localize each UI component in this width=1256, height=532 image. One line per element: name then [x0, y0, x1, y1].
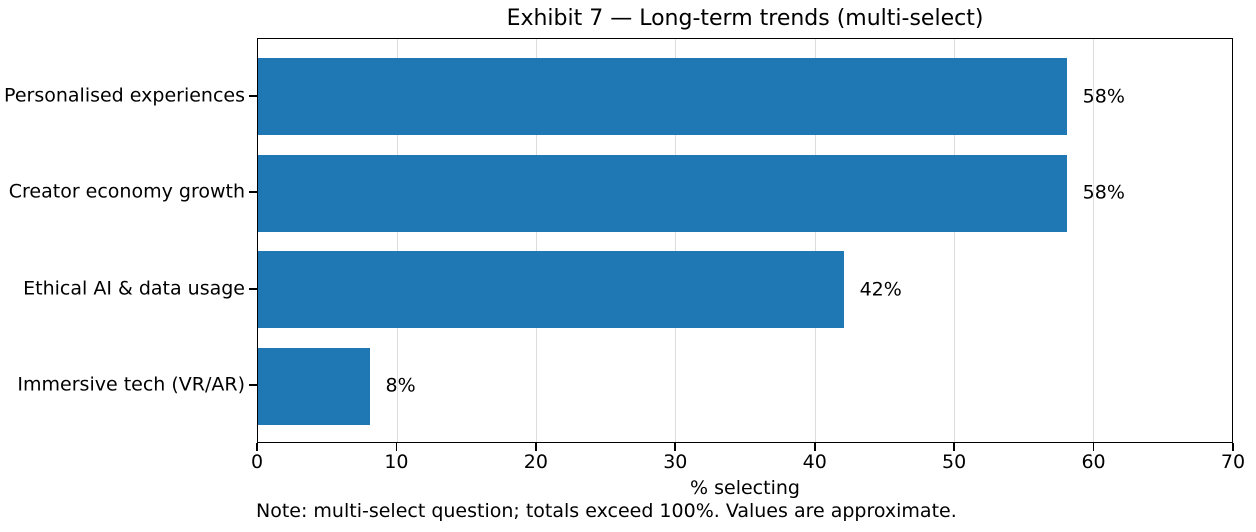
gridline — [953, 39, 955, 442]
x-tick-mark — [813, 443, 816, 451]
y-tick-label: Immersive tech (VR/AR) — [17, 373, 245, 396]
y-tick-label: Creator economy growth — [8, 180, 245, 203]
chart-title: Exhibit 7 — Long-term trends (multi-sele… — [506, 6, 984, 31]
x-tick-label: 0 — [250, 451, 264, 473]
bar-value-label: 58% — [1082, 181, 1125, 204]
bar — [258, 154, 1067, 232]
bar — [258, 251, 844, 329]
bar — [258, 347, 370, 425]
x-tick-label: 60 — [1081, 451, 1106, 473]
y-tick-mark — [249, 191, 257, 194]
x-tick-mark — [1232, 443, 1234, 451]
x-tick-mark — [674, 443, 677, 451]
gridline — [536, 39, 538, 442]
x-tick-mark — [1092, 443, 1095, 451]
x-tick-mark — [953, 443, 955, 451]
gridline — [814, 39, 816, 442]
x-tick-mark — [256, 443, 258, 451]
y-tick-label: Ethical AI & data usage — [23, 277, 245, 300]
x-tick-label: 10 — [384, 451, 409, 473]
gridline — [397, 39, 399, 442]
x-tick-label: 50 — [942, 451, 967, 473]
x-axis-label: % selecting — [690, 477, 800, 499]
x-tick-label: 70 — [1220, 451, 1246, 473]
y-tick-mark — [249, 287, 257, 290]
y-tick-label: Personalised experiences — [4, 84, 245, 107]
x-tick-label: 30 — [663, 451, 688, 473]
gridline — [675, 39, 677, 442]
footnote: Note: multi-select question; totals exce… — [256, 500, 957, 522]
x-tick-mark — [535, 443, 537, 451]
x-tick-label: 20 — [523, 451, 548, 473]
y-tick-mark — [249, 95, 257, 97]
x-tick-mark — [395, 443, 398, 451]
bar-value-label: 58% — [1082, 85, 1125, 108]
bar — [258, 58, 1067, 136]
x-tick-label: 40 — [802, 451, 827, 473]
bar-value-label: 8% — [385, 374, 416, 397]
gridline — [1092, 39, 1094, 442]
y-tick-mark — [249, 384, 257, 386]
plot-area: 58% 58% 42% 8% — [257, 38, 1233, 443]
bar-value-label: 42% — [859, 278, 902, 301]
